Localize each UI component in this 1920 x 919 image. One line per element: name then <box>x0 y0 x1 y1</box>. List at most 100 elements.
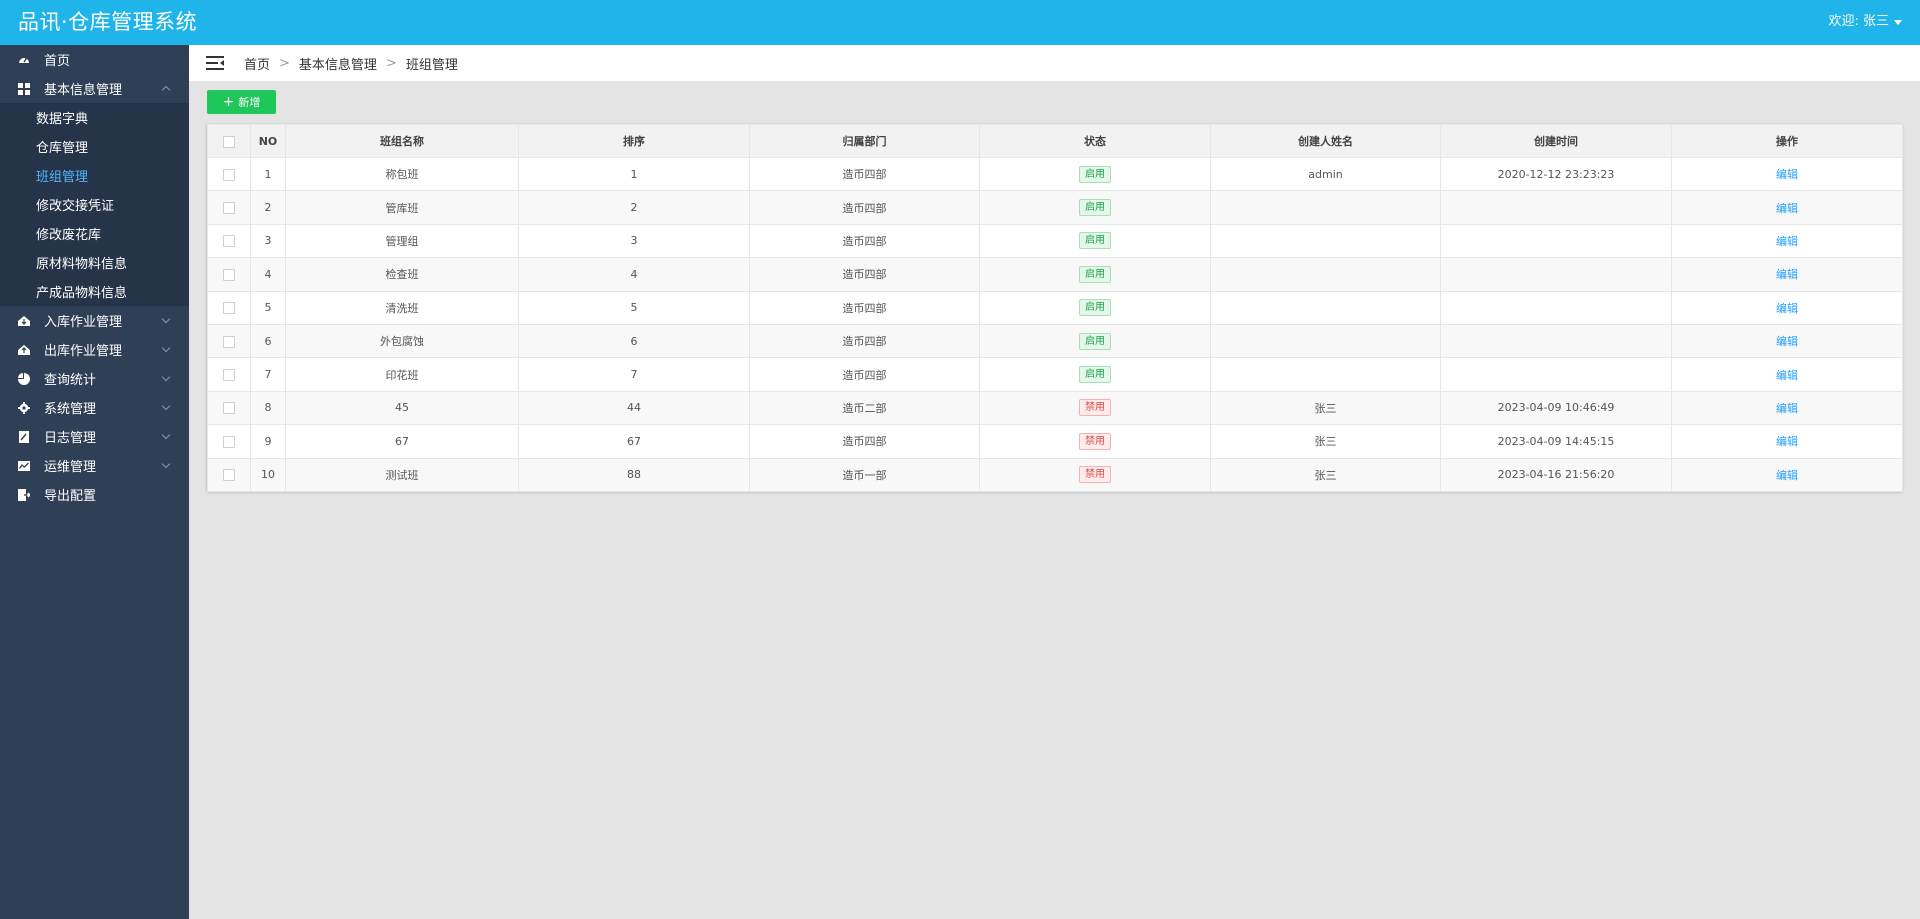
grid-icon <box>18 82 30 95</box>
row-checkbox[interactable] <box>223 168 235 181</box>
cell-department: 造币四部 <box>749 290 980 325</box>
cell-action: 编辑 <box>1671 457 1903 492</box>
cell-sort: 67 <box>518 424 750 459</box>
edit-link[interactable]: 编辑 <box>1776 268 1798 282</box>
edit-link[interactable]: 编辑 <box>1776 368 1798 382</box>
sidebar-toggle-icon[interactable] <box>206 56 224 70</box>
sidebar-item-inbound[interactable]: 入库作业管理 <box>0 306 189 335</box>
cell-created-time <box>1440 357 1672 392</box>
status-badge: 禁用 <box>1079 432 1111 450</box>
user-menu[interactable]: 欢迎: 张三 <box>1828 12 1902 32</box>
cell-action: 编辑 <box>1671 323 1903 359</box>
row-checkbox[interactable] <box>223 235 235 248</box>
sidebar-item-ops[interactable]: 运维管理 <box>0 451 189 480</box>
sidebar-item-label: 日志管理 <box>44 431 97 446</box>
row-checkbox-cell <box>207 257 251 292</box>
edit-link[interactable]: 编辑 <box>1776 435 1798 449</box>
cell-status: 启用 <box>979 357 1211 392</box>
chevron-down-icon <box>161 459 171 469</box>
status-badge: 启用 <box>1079 232 1111 250</box>
row-checkbox[interactable] <box>223 268 235 281</box>
sidebar-item-outbound[interactable]: 出库作业管理 <box>0 335 189 364</box>
row-checkbox[interactable] <box>223 402 235 415</box>
row-checkbox[interactable] <box>223 435 235 448</box>
sidebar-item-system[interactable]: 系统管理 <box>0 393 189 422</box>
table-header-row: NO 班组名称 排序 归属部门 状态 创建人姓名 创建时间 操作 <box>207 124 1903 158</box>
row-checkbox[interactable] <box>223 335 235 348</box>
edit-link[interactable]: 编辑 <box>1776 234 1798 248</box>
sidebar-item-finished-product[interactable]: 产成品物料信息 <box>36 286 128 301</box>
table-row: 1 称包班 1 造币四部 启用 admin 2020-12-12 23:23:23 编辑 <box>207 156 1903 192</box>
dashboard-icon <box>18 54 30 66</box>
sidebar-item-logs[interactable]: 日志管理 <box>0 422 189 451</box>
breadcrumb-separator: > <box>385 55 397 71</box>
chevron-down-icon <box>161 372 171 382</box>
sidebar-item-waste-store[interactable]: 修改废花库 <box>36 228 102 243</box>
cell-creator <box>1210 223 1441 259</box>
outbound-icon <box>18 344 30 356</box>
chevron-down-icon <box>161 430 171 440</box>
column-header: 创建人姓名 <box>1210 124 1441 158</box>
app-title: 品讯·仓库管理系统 <box>18 10 198 34</box>
cell-sort: 1 <box>518 156 750 192</box>
cell-created-time: 2023-04-09 10:46:49 <box>1440 390 1672 426</box>
cell-action: 编辑 <box>1671 357 1903 392</box>
edit-link[interactable]: 编辑 <box>1776 335 1798 349</box>
cell-action: 编辑 <box>1671 390 1903 426</box>
column-header: 排序 <box>518 124 750 158</box>
submenu-basic-info: 数据字典 仓库管理 班组管理 修改交接凭证 修改废花库 原材料物料信息 产成品物… <box>0 103 189 306</box>
cell-department: 造币四部 <box>749 257 980 292</box>
select-all-checkbox[interactable] <box>223 135 235 148</box>
chevron-up-icon <box>161 85 171 95</box>
row-checkbox[interactable] <box>223 302 235 315</box>
edit-link[interactable]: 编辑 <box>1776 401 1798 415</box>
cell-action: 编辑 <box>1671 156 1903 192</box>
add-button[interactable]: + 新增 <box>207 90 276 114</box>
sidebar-item-query-stats[interactable]: 查询统计 <box>0 364 189 393</box>
cell-creator: 张三 <box>1210 457 1441 492</box>
status-badge: 启用 <box>1079 332 1111 350</box>
row-checkbox-cell <box>207 290 251 325</box>
cell-status: 启用 <box>979 290 1211 325</box>
table-row: 8 45 44 造币二部 禁用 张三 2023-04-09 10:46:49 编辑 <box>207 390 1903 426</box>
log-icon <box>18 430 30 443</box>
edit-link[interactable]: 编辑 <box>1776 168 1798 182</box>
pie-chart-icon <box>18 372 30 385</box>
cell-created-time <box>1440 223 1672 259</box>
cell-no: 10 <box>250 457 286 492</box>
row-checkbox[interactable] <box>223 369 235 382</box>
cell-creator: 张三 <box>1210 424 1441 459</box>
sidebar-item-basic-info[interactable]: 基本信息管理 <box>0 74 189 103</box>
cell-no: 6 <box>250 323 286 359</box>
sidebar-item-export-config[interactable]: 导出配置 <box>0 480 189 509</box>
breadcrumb-basic-info[interactable]: 基本信息管理 <box>298 57 377 73</box>
row-checkbox[interactable] <box>223 469 235 482</box>
sidebar-item-label: 运维管理 <box>44 460 97 475</box>
sidebar-item-team-management[interactable]: 班组管理 <box>36 170 89 185</box>
sidebar-item-raw-material[interactable]: 原材料物料信息 <box>36 257 128 272</box>
status-badge: 启用 <box>1079 165 1111 183</box>
sidebar-item-label: 出库作业管理 <box>44 344 123 359</box>
breadcrumb-separator: > <box>279 55 290 71</box>
sidebar-item-home[interactable]: 首页 <box>0 45 189 74</box>
column-header: 状态 <box>979 124 1211 158</box>
sidebar-item-handover-voucher[interactable]: 修改交接凭证 <box>36 199 115 214</box>
row-checkbox[interactable] <box>223 202 235 215</box>
breadcrumb-home[interactable]: 首页 <box>244 57 271 73</box>
row-checkbox-cell <box>207 457 251 492</box>
edit-link[interactable]: 编辑 <box>1776 468 1798 482</box>
cell-no: 2 <box>250 190 286 225</box>
cell-creator <box>1210 290 1441 325</box>
cell-team-name: 测试班 <box>285 457 519 492</box>
sidebar: 首页 基本信息管理 数据字典 仓库管理 班组管理 修改交接凭证 修改废花库 原材… <box>0 45 189 919</box>
sidebar-item-data-dictionary[interactable]: 数据字典 <box>36 112 89 127</box>
edit-link[interactable]: 编辑 <box>1776 201 1798 215</box>
cell-sort: 2 <box>518 190 750 225</box>
column-header: 操作 <box>1671 124 1903 158</box>
cell-department: 造币四部 <box>749 156 980 192</box>
cell-status: 启用 <box>979 257 1211 292</box>
edit-link[interactable]: 编辑 <box>1776 301 1798 315</box>
row-checkbox-cell <box>207 424 251 459</box>
cell-sort: 44 <box>518 390 750 426</box>
sidebar-item-warehouse[interactable]: 仓库管理 <box>36 141 89 156</box>
